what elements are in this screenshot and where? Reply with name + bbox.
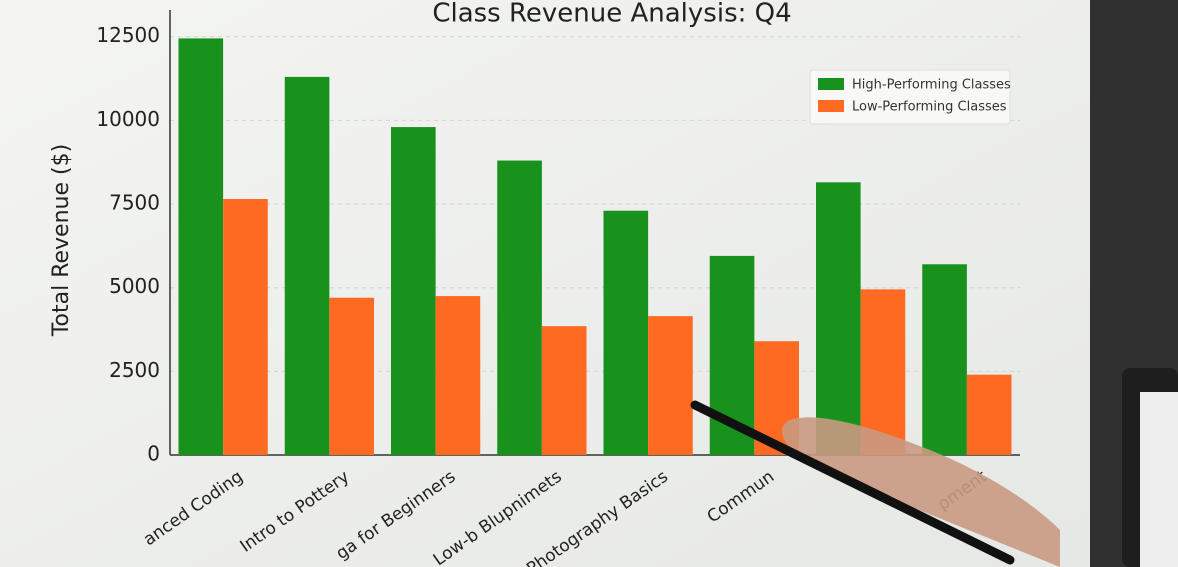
bar [391,127,436,456]
bar [966,374,1012,455]
bar [223,199,268,455]
legend-box [809,69,1011,125]
bar [178,38,224,456]
y-tick-label: 7500 [109,191,160,215]
bar [816,182,861,456]
bar [435,296,481,455]
pen [690,400,1015,565]
bar [497,160,542,456]
device-screen [1140,392,1178,567]
bar [648,316,693,455]
legend-swatch [818,100,844,112]
bar [329,297,374,455]
bar [541,326,587,455]
legend-label: Low-Performing Classes [852,100,1007,115]
y-tick-label: 0 [147,442,160,466]
y-axis-label: Total Revenue ($) [49,144,74,337]
chart-title: Class Revenue Analysis: Q4 [432,0,791,29]
bar [603,210,649,455]
bar [860,289,906,455]
legend-swatch [818,78,844,90]
y-tick-label: 2500 [109,358,160,382]
legend-label: High-Performing Classes [852,78,1011,93]
bar [284,76,330,455]
y-tick-label: 12500 [96,23,160,47]
hand [781,417,1060,567]
bar [922,264,967,455]
y-tick-label: 5000 [109,274,160,298]
y-tick-label: 10000 [96,107,160,131]
